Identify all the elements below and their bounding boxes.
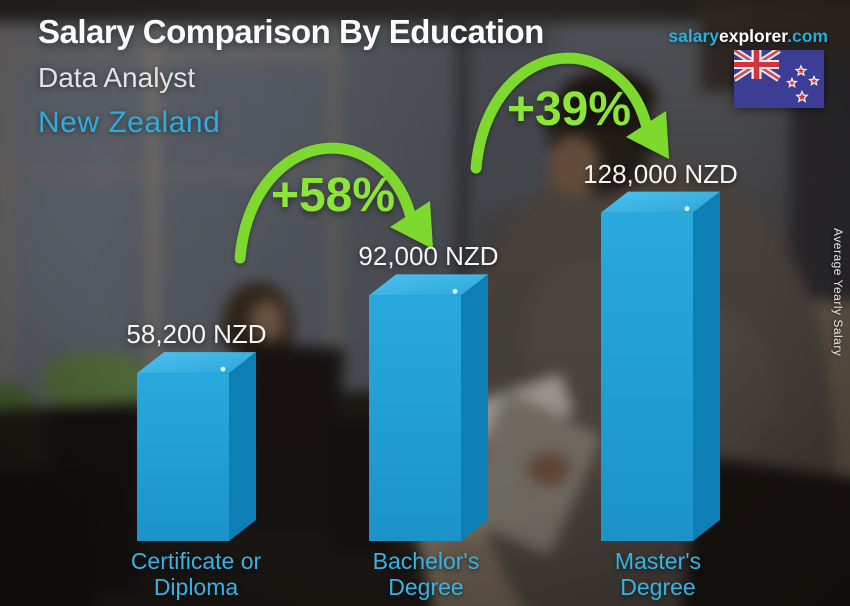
category-line: Diploma: [153, 574, 239, 600]
bg-window-rail: [0, 170, 372, 178]
bar-front-face: [137, 373, 229, 541]
bar-side-face: [461, 274, 488, 541]
bar-front-face: [369, 295, 461, 541]
flag-star-icon: [794, 64, 808, 77]
flag-union-jack: [734, 50, 781, 82]
brand-logo[interactable]: salaryexplorer.com: [668, 26, 828, 47]
arrow-head-icon: [626, 111, 669, 159]
y-axis-label: Average Yearly Salary: [831, 228, 845, 357]
bar-front-face: [601, 212, 693, 541]
country-label: New Zealand: [38, 106, 221, 139]
brand-explorer: explorer: [719, 26, 788, 46]
brand-tld: .com: [787, 26, 828, 46]
bar-side-face: [693, 191, 720, 541]
bar-highlight-dot: [220, 366, 226, 372]
bar-value-label: 92,000 NZD: [358, 241, 499, 272]
category-line: Bachelor's: [372, 548, 480, 574]
flag-star-icon: [786, 76, 798, 88]
bar-top-face: [137, 352, 256, 374]
flag-star-icon: [795, 89, 809, 103]
bg-window-mullion: [148, 6, 159, 430]
bars-group: [137, 191, 720, 541]
bg-window-rail: [0, 50, 372, 59]
bar-highlight-dot: [684, 206, 690, 212]
bg-window-mullion: [330, 0, 339, 432]
flag-southern-cross: [786, 64, 820, 103]
bg-man-face: [548, 135, 600, 197]
arrow-head-icon: [390, 201, 433, 249]
bg-window-mullion: [2, 6, 12, 426]
flag-star-icon: [808, 74, 820, 86]
bg-corner-dark: [0, 470, 92, 606]
page-title: Salary Comparison By Education: [38, 13, 544, 50]
bg-green-chair: [42, 352, 148, 412]
new-zealand-flag-icon: [734, 50, 824, 108]
category-label: Certificate or Diploma: [86, 548, 306, 600]
increase-percent-label: +39%: [506, 83, 632, 136]
increase-arrow-1: [234, 142, 433, 264]
bg-man-hand: [528, 452, 570, 486]
job-title: Data Analyst: [38, 62, 196, 93]
bg-person-seated-face: [250, 300, 284, 342]
bar-top-face: [601, 191, 720, 213]
category-line: Degree: [620, 574, 696, 600]
increase-percent-label: +58%: [270, 169, 396, 222]
bar-side-face: [229, 352, 256, 541]
category-label: Master's Degree: [548, 548, 768, 600]
increase-arrow-2: [470, 52, 669, 174]
bar-value-label: 128,000 NZD: [583, 158, 738, 189]
bg-ceiling: [0, 0, 850, 22]
category-line: Master's: [614, 548, 702, 574]
bar-highlight-dot: [452, 288, 458, 294]
bar-value-label: 58,200 NZD: [126, 319, 267, 350]
arrow-arc: [234, 142, 416, 264]
bar-top-face: [369, 274, 488, 296]
arrow-arc: [470, 52, 652, 174]
category-line: Degree: [388, 574, 464, 600]
category-line: Certificate or: [130, 548, 262, 574]
brand-salary: salary: [668, 26, 720, 46]
category-label: Bachelor's Degree: [316, 548, 536, 600]
